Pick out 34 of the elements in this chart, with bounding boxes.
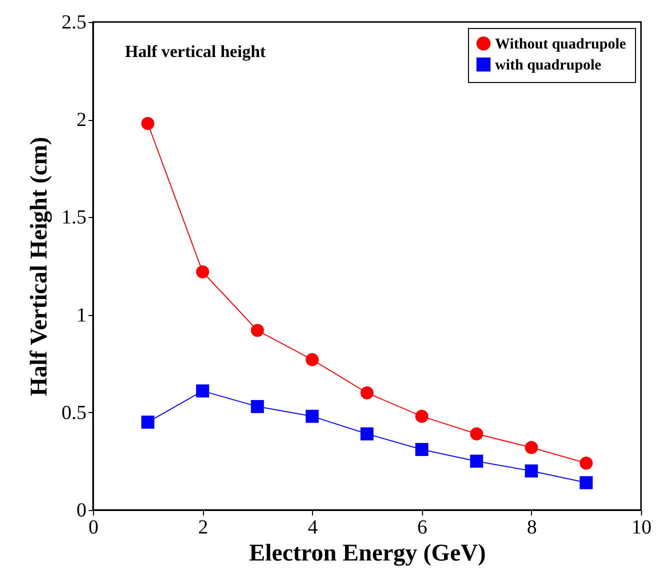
x-tick-label: 8 <box>526 516 537 538</box>
y-tick-label: 2 <box>76 109 86 132</box>
point <box>196 265 210 278</box>
x-tick-label: 2 <box>198 516 208 538</box>
point <box>415 410 428 423</box>
point <box>580 476 593 490</box>
point <box>524 441 538 454</box>
point <box>470 454 484 468</box>
point <box>470 427 484 440</box>
point <box>141 416 154 429</box>
y-tick-label: 0 <box>76 500 86 522</box>
point <box>360 427 374 440</box>
point <box>524 464 538 478</box>
y-tick-label: 2.5 <box>62 12 86 34</box>
point <box>415 442 428 456</box>
point <box>196 384 210 398</box>
x-tick-label: 4 <box>308 516 318 538</box>
point <box>141 117 154 130</box>
x-axis-title: Electron Energy (GeV) <box>249 540 486 566</box>
y-tick-label: 0.5 <box>62 402 86 424</box>
point <box>306 410 319 423</box>
point <box>306 353 319 366</box>
legend-label: Without quadrupole <box>495 36 626 52</box>
legend-label: with quadrupole <box>495 58 602 74</box>
point <box>250 324 264 337</box>
point <box>250 400 264 414</box>
point <box>580 456 593 470</box>
x-tick-label: 6 <box>417 516 428 538</box>
annotation: Half vertical height <box>125 42 266 61</box>
y-axis-title: Half Vertical Height (cm) <box>26 136 52 396</box>
x-tick-label: 10 <box>632 516 652 538</box>
y-tick-label: 1 <box>76 304 86 326</box>
y-tick-label: 1.5 <box>62 206 86 229</box>
point <box>360 386 374 400</box>
